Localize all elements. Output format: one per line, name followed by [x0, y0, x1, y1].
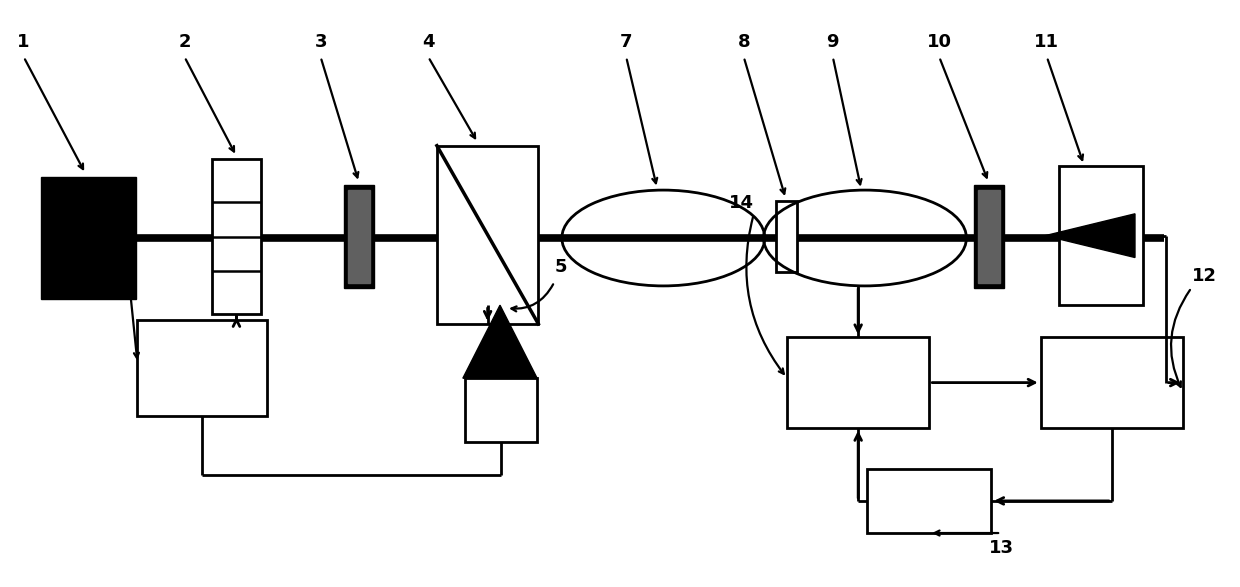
Text: 5: 5 — [554, 258, 567, 276]
Bar — [776, 201, 797, 272]
Bar — [347, 190, 370, 283]
Text: 13: 13 — [988, 539, 1013, 556]
Bar — [436, 146, 538, 324]
Polygon shape — [1045, 214, 1135, 258]
Text: 14: 14 — [729, 194, 754, 212]
Bar — [1059, 166, 1143, 305]
Bar — [343, 185, 373, 288]
Text: 10: 10 — [926, 33, 952, 51]
Text: 12: 12 — [1192, 267, 1216, 285]
Polygon shape — [463, 305, 537, 378]
Bar — [41, 177, 136, 299]
Text: 3: 3 — [315, 33, 327, 51]
Bar — [138, 320, 268, 416]
Text: 11: 11 — [1034, 33, 1059, 51]
Bar — [973, 185, 1003, 288]
Text: 4: 4 — [422, 33, 434, 51]
Bar — [787, 338, 929, 428]
Text: 1: 1 — [17, 33, 30, 51]
Bar — [465, 378, 537, 443]
Text: 7: 7 — [620, 33, 632, 51]
Bar — [212, 159, 262, 314]
Text: 8: 8 — [738, 33, 750, 51]
Bar — [977, 190, 999, 283]
Text: 2: 2 — [179, 33, 191, 51]
Bar — [1040, 338, 1183, 428]
Text: 9: 9 — [827, 33, 839, 51]
Bar — [868, 469, 991, 533]
Text: 6: 6 — [97, 191, 109, 209]
